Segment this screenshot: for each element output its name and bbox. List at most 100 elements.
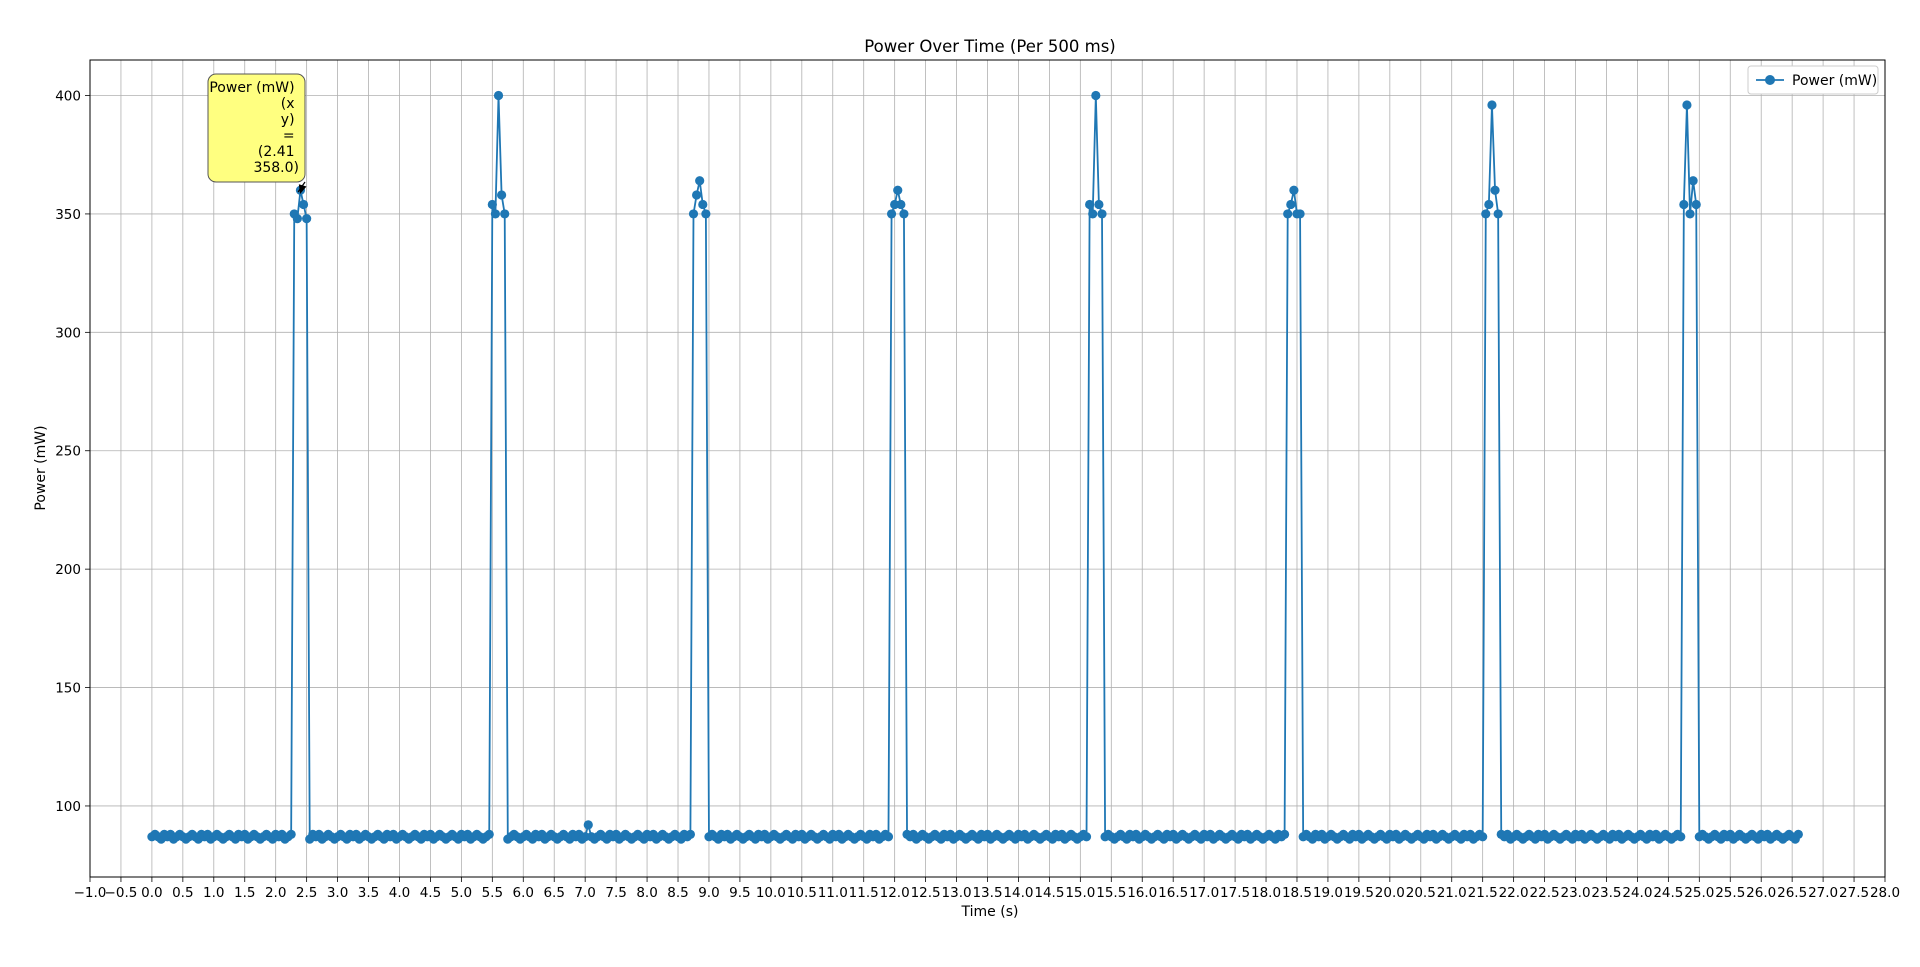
data-point (1289, 185, 1299, 195)
data-point (286, 829, 296, 839)
grid-lines (89, 60, 1886, 877)
x-tick-label: 25.0 (1684, 885, 1714, 901)
x-tick-label: −1.0 (74, 885, 107, 901)
x-tick-label: 21.0 (1437, 885, 1467, 901)
x-tick-label: 16.0 (1127, 885, 1157, 901)
data-point (487, 199, 497, 210)
data-point (1481, 209, 1491, 219)
x-tick-label: 15.0 (1065, 885, 1095, 901)
x-tick-label: 5.0 (451, 885, 472, 901)
data-point (292, 214, 302, 224)
x-tick-label: 3.0 (327, 885, 348, 901)
data-point (685, 829, 696, 839)
data-point (883, 832, 894, 842)
data-point (302, 214, 312, 224)
x-tick-label: 5.5 (482, 885, 503, 901)
x-tick-label: 19.5 (1344, 885, 1374, 901)
x-tick-label: 12.0 (880, 885, 910, 901)
y-axis: 100 150 200 250 300 350 400 (55, 89, 90, 815)
x-tick-label: 9.0 (698, 885, 719, 901)
annotation-line: y) (281, 112, 295, 128)
data-point (1679, 199, 1689, 210)
data-point (1088, 209, 1098, 219)
x-tick-label: 27.0 (1808, 885, 1838, 901)
x-tick-label: 22.5 (1530, 885, 1560, 901)
annotation-arrowhead (298, 184, 307, 194)
data-point (1295, 209, 1305, 219)
x-tick-label: 9.5 (729, 885, 750, 901)
x-tick-label: 0.0 (141, 885, 162, 901)
data-point (484, 829, 494, 839)
data-point (886, 209, 897, 219)
chart-title: Power Over Time (Per 500 ms) (864, 37, 1116, 56)
legend: Power (mW) (1747, 65, 1879, 95)
x-axis-title: Time (s) (961, 904, 1019, 920)
data-point (688, 209, 699, 219)
data-point (1682, 100, 1692, 110)
x-tick-label: 26.0 (1746, 885, 1776, 901)
data-point (1685, 209, 1695, 219)
x-tick-label: 3.5 (358, 885, 379, 901)
data-point (1280, 829, 1290, 839)
annotation-line: (x (281, 96, 295, 112)
x-tick-label: 4.5 (420, 885, 441, 901)
x-tick-label: 11.5 (849, 885, 879, 901)
legend-label: Power (mW) (1792, 73, 1877, 89)
x-tick-label: 24.0 (1622, 885, 1652, 901)
x-tick-label: 13.0 (942, 885, 972, 901)
x-tick-label: 10.5 (787, 885, 817, 901)
x-tick-label: 10.0 (756, 885, 786, 901)
x-tick-label: 6.0 (513, 885, 534, 901)
x-tick-label: 8.0 (636, 885, 657, 901)
data-point (1676, 832, 1686, 842)
legend-box (1747, 65, 1879, 95)
x-axis: −1.0−0.5 0.0 0.5 1.0 1.5 2.0 2.5 3.0 3.5 4.0 4.5 5.… (74, 877, 1900, 901)
x-tick-label: 19.0 (1313, 885, 1343, 901)
x-tick-label: 17.5 (1220, 885, 1250, 901)
data-point (899, 209, 909, 219)
data-point (583, 820, 593, 830)
data-point (691, 190, 702, 200)
data-point (1691, 199, 1701, 210)
data-point (1091, 90, 1101, 101)
data-point (1283, 209, 1293, 219)
data-point (1094, 199, 1104, 210)
annotation-box (207, 73, 306, 183)
data-point-annotation: Power (mW) (x y) = (2.41 358.0) (207, 73, 307, 194)
x-tick-label: 18.0 (1251, 885, 1281, 901)
y-tick-label: 350 (55, 207, 81, 223)
x-tick-label: 11.0 (818, 885, 848, 901)
y-tick-label: 250 (55, 444, 81, 460)
x-tick-label: 6.5 (543, 885, 564, 901)
y-tick-label: 100 (55, 799, 81, 815)
y-tick-label: 150 (55, 681, 81, 697)
x-tick-label: 7.5 (605, 885, 626, 901)
annotation-line: 358.0) (253, 160, 299, 176)
x-tick-label: 12.5 (911, 885, 941, 901)
x-tick-label: 21.5 (1468, 885, 1498, 901)
data-point (896, 199, 906, 210)
y-tick-label: 400 (55, 89, 81, 105)
x-tick-label: 2.0 (265, 885, 286, 901)
x-tick-label: 1.0 (203, 885, 224, 901)
x-tick-label: −0.5 (105, 885, 138, 901)
data-point (1097, 209, 1107, 219)
x-tick-label: 0.5 (172, 885, 193, 901)
x-tick-label: 23.5 (1591, 885, 1621, 901)
series-power (147, 90, 1803, 844)
x-tick-label: 22.0 (1499, 885, 1529, 901)
x-tick-label: 15.5 (1096, 885, 1126, 901)
data-point (1484, 199, 1494, 210)
x-tick-label: 17.0 (1189, 885, 1219, 901)
legend-dot-marker (1765, 75, 1775, 85)
x-tick-label: 14.5 (1034, 885, 1064, 901)
data-point (701, 209, 711, 219)
y-tick-label: 200 (55, 562, 81, 578)
data-point (500, 209, 510, 219)
data-point (298, 199, 309, 210)
data-point (1490, 185, 1500, 195)
x-tick-label: 13.5 (972, 885, 1002, 901)
annotation-text: Power (mW) (x y) = (2.41 358.0) (209, 80, 299, 176)
y-tick-label: 300 (55, 325, 81, 341)
series-line (151, 95, 1800, 843)
